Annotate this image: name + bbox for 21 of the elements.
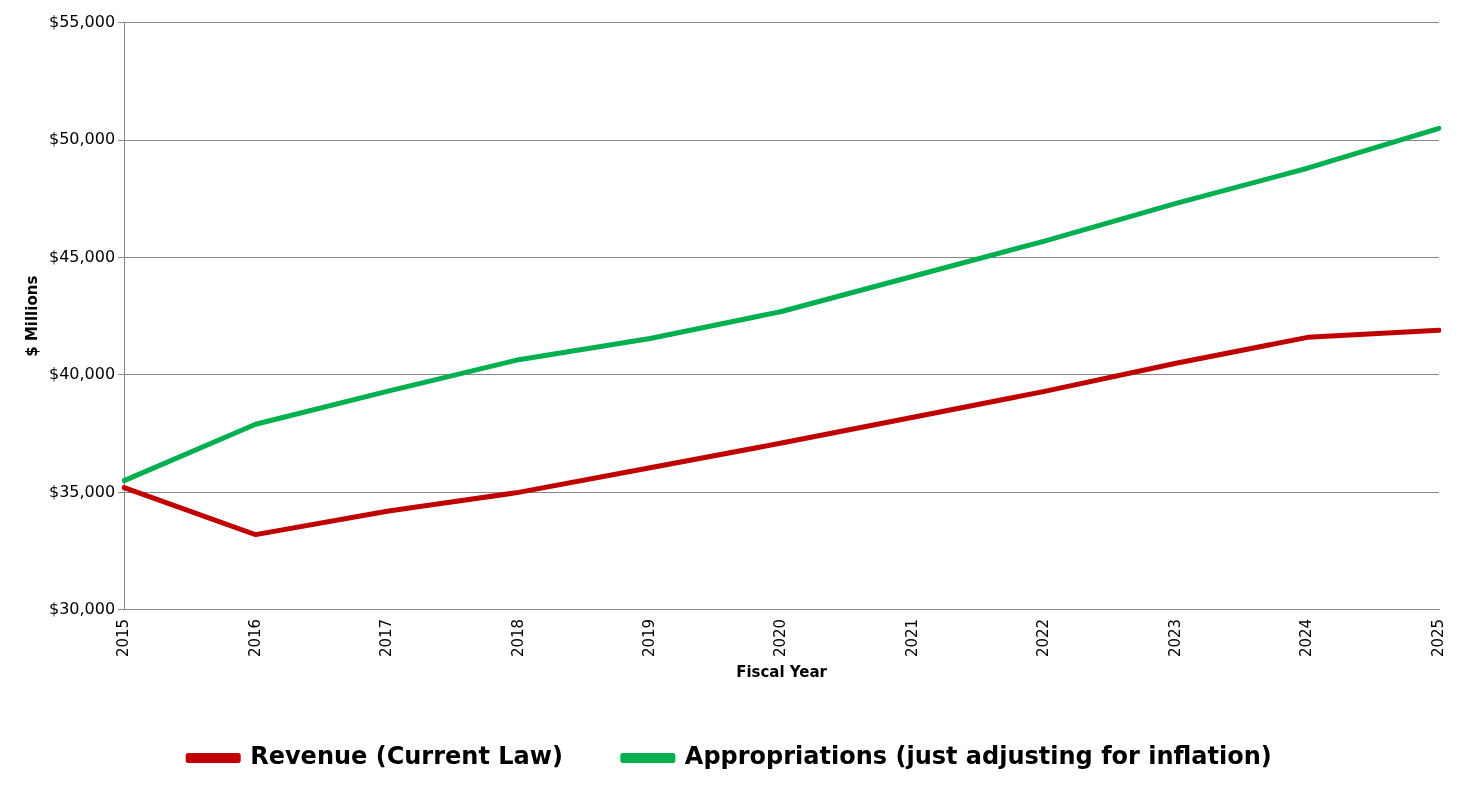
x-tick-label: 2021: [902, 618, 921, 658]
y-tick-label: $45,000: [48, 246, 116, 266]
x-tick-label: 2022: [1034, 618, 1053, 658]
x-axis-title: Fiscal Year: [736, 662, 828, 681]
x-tick-label: 2024: [1297, 618, 1316, 658]
y-tick-label: $30,000: [48, 598, 116, 618]
y-tick-label: $55,000: [48, 11, 116, 31]
y-tick-label: $40,000: [48, 364, 116, 384]
x-tick-label: 2023: [1165, 618, 1184, 658]
x-tick-label: 2020: [771, 618, 790, 658]
x-tick-label: 2019: [639, 618, 658, 658]
legend-label: Appropriations (just adjusting for inflation): [684, 742, 1272, 771]
y-axis-title: $ Millions: [22, 275, 41, 357]
x-tick-label: 2015: [114, 618, 133, 658]
x-tick-label: 2017: [377, 618, 396, 658]
y-tick-label: $35,000: [48, 481, 116, 501]
x-tick-label: 2016: [245, 618, 264, 658]
legend-label: Revenue (Current Law): [250, 742, 563, 771]
y-tick-label: $50,000: [48, 129, 116, 149]
x-tick-label: 2018: [508, 618, 527, 658]
x-tick-label: 2025: [1428, 618, 1447, 658]
